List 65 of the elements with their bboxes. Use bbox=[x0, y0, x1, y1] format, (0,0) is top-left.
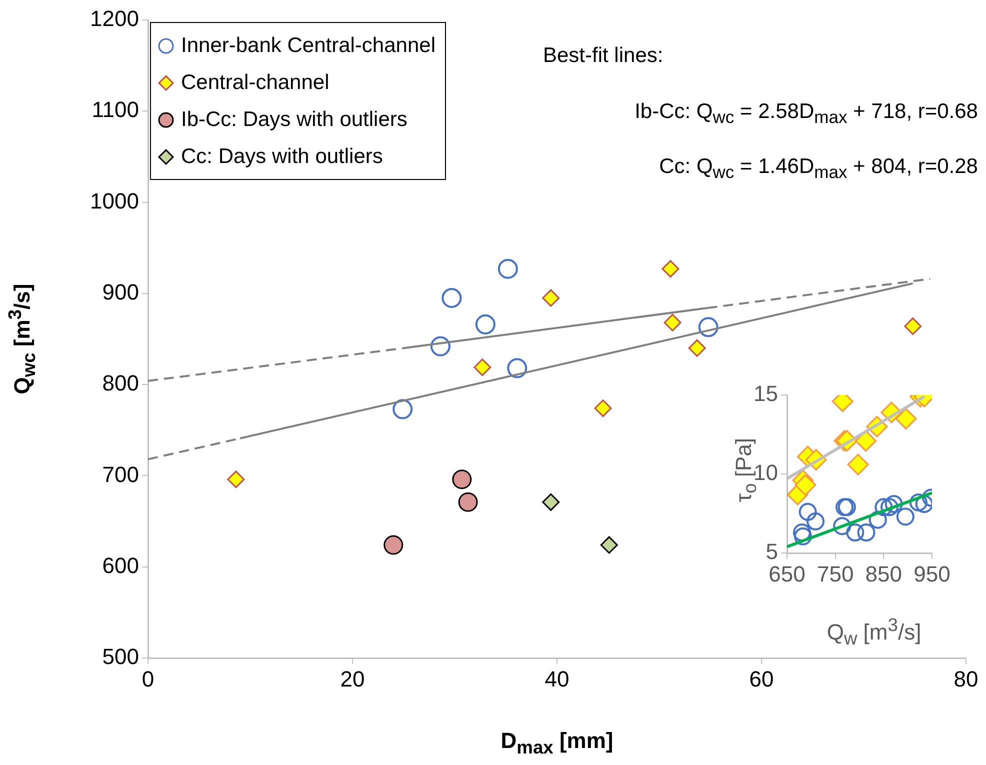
point bbox=[452, 470, 472, 490]
x-tick-label: 850 bbox=[865, 561, 902, 586]
y-tick-label: 1200 bbox=[90, 6, 139, 32]
point bbox=[698, 317, 718, 338]
point bbox=[542, 289, 560, 307]
point bbox=[792, 523, 811, 542]
y-tick-label: 1000 bbox=[90, 188, 139, 214]
annotation: Ib-Cc: Q$_{wc}$ = 2.58D$_{max}$ + 718, r=0.68 bbox=[634, 100, 978, 128]
x-tick-label: 20 bbox=[340, 666, 365, 692]
y-tick-label: 900 bbox=[102, 279, 139, 304]
point bbox=[846, 523, 864, 542]
point bbox=[904, 317, 922, 335]
point bbox=[688, 339, 706, 357]
point bbox=[857, 523, 876, 542]
point bbox=[227, 470, 245, 488]
point bbox=[880, 498, 898, 516]
point bbox=[392, 399, 413, 420]
legend-label: Cc: Days with outliers bbox=[181, 144, 383, 168]
x-tick-label: 0 bbox=[142, 666, 154, 692]
point bbox=[909, 493, 928, 512]
y-tick-label: 800 bbox=[102, 370, 139, 396]
point bbox=[594, 400, 612, 418]
point bbox=[798, 502, 817, 521]
y-tick-label: 15 bbox=[754, 381, 778, 406]
point bbox=[833, 517, 852, 536]
point bbox=[442, 288, 462, 308]
x-tick-label: 60 bbox=[749, 666, 774, 692]
x-axis-title: Q$_{w}$ [m$^{3}$/s] bbox=[826, 614, 922, 650]
point bbox=[474, 358, 492, 376]
point bbox=[458, 492, 478, 512]
point bbox=[664, 314, 682, 332]
point bbox=[507, 358, 528, 378]
x-axis-title: D$_{max}$ [mm] bbox=[500, 728, 614, 758]
point bbox=[868, 510, 887, 529]
x-tick-label: 950 bbox=[914, 561, 950, 586]
point bbox=[806, 512, 825, 530]
point bbox=[895, 408, 917, 430]
x-tick-label: 750 bbox=[816, 561, 854, 586]
point bbox=[794, 527, 812, 546]
y-tick-label: 1100 bbox=[92, 97, 139, 122]
legend-label: Ib-Cc: Days with outliers bbox=[181, 108, 408, 132]
legend-label: Inner-bank Central-channel bbox=[181, 34, 436, 58]
point bbox=[542, 493, 560, 511]
point bbox=[896, 508, 914, 526]
point bbox=[874, 498, 893, 516]
point bbox=[430, 336, 450, 356]
point bbox=[498, 258, 518, 279]
x-tick-label: 80 bbox=[954, 666, 978, 692]
legend-label: Central-channel bbox=[181, 70, 330, 94]
y-tick-label: 10 bbox=[754, 460, 778, 486]
point bbox=[600, 536, 618, 554]
annotation: Cc: Q$_{wc}$ = 1.46D$_{max}$ + 804, r=0.28 bbox=[659, 155, 978, 184]
point bbox=[855, 430, 877, 452]
y-tick-label: 500 bbox=[102, 644, 139, 670]
annotation: Best-fit lines: bbox=[543, 44, 664, 68]
point bbox=[794, 474, 816, 496]
y-tick-label: 600 bbox=[102, 552, 139, 578]
point bbox=[915, 495, 932, 514]
x-tick-label: 40 bbox=[544, 666, 570, 692]
point bbox=[847, 454, 869, 476]
point bbox=[662, 260, 680, 278]
y-tick-label: 700 bbox=[102, 462, 139, 487]
point bbox=[884, 495, 903, 514]
point bbox=[384, 535, 404, 555]
point bbox=[475, 314, 496, 334]
